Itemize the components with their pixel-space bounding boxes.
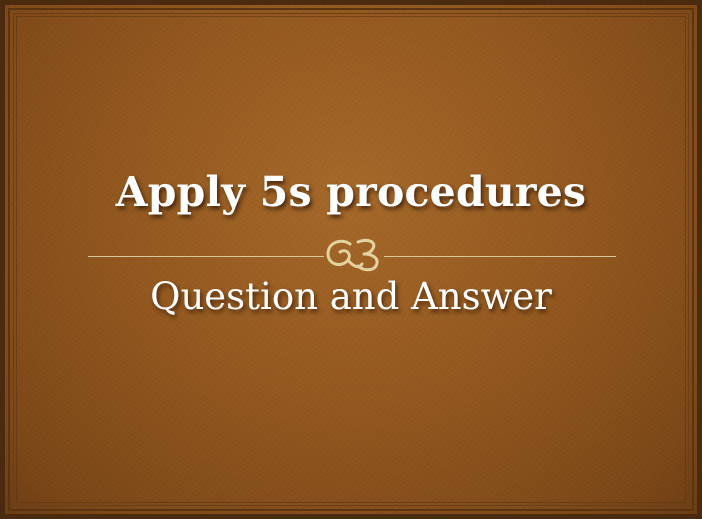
divider-right xyxy=(384,256,616,257)
slide-subtitle: Question and Answer xyxy=(150,275,552,318)
scroll-flourish-icon xyxy=(326,238,379,272)
slide-title: Apply 5s procedures xyxy=(115,168,587,216)
divider-left xyxy=(88,256,324,257)
